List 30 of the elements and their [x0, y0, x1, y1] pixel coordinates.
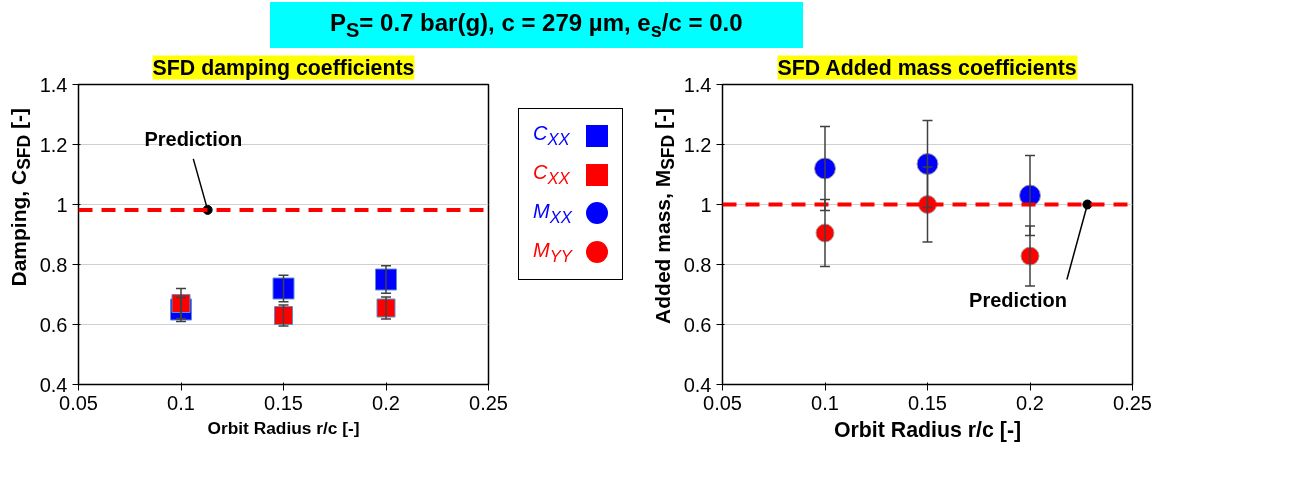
point: [375, 268, 397, 291]
text: M$_{XX}$: [533, 199, 572, 229]
x-axis-title: Orbit Radius r/c [-]: [207, 417, 360, 438]
y-tick-label: 1.2: [683, 133, 712, 156]
annotation: Prediction: [144, 128, 243, 151]
y-tick-label: 1: [700, 193, 712, 216]
x-tick-label: 0.25: [1113, 391, 1152, 414]
chart-title: P$_{S}$= 0.7 bar(g), c = 279 µm, e$_{s}$/c = 0.0: [270, 2, 803, 49]
legend-label: C$_{XX}$: [533, 160, 570, 191]
x-axis-title: Orbit Radius r/c [-]: [833, 417, 1022, 442]
text: M$_{YY}$: [533, 237, 572, 268]
x-tick-label: 0.2: [1016, 391, 1044, 414]
legend-label: C$_{XX}$: [533, 121, 570, 152]
x-tick-label: 0.15: [908, 391, 947, 414]
y-tick-label: 0.6: [683, 313, 712, 336]
x-tick-label: 0.15: [264, 391, 303, 414]
y-tick-label: 1.2: [39, 133, 68, 156]
y-tick-label: 1.4: [683, 73, 712, 96]
annotation: Prediction: [969, 288, 1067, 311]
chart-subtitle: SFD Added mass coefficients: [777, 55, 1077, 80]
y-tick-label: 1.4: [39, 73, 68, 96]
x-tick-label: 0.1: [811, 391, 839, 414]
x-tick-label: 0.1: [167, 391, 195, 414]
x-tick-label: 0.2: [372, 391, 400, 414]
y-tick-label: 1: [56, 193, 68, 216]
x-tick-label: 0.25: [469, 391, 508, 414]
y-tick-label: 0.8: [39, 253, 68, 276]
y-tick-label: 0.8: [683, 253, 712, 276]
y-tick-label: 0.6: [39, 313, 68, 336]
chart-subtitle: SFD damping coefficients: [152, 55, 415, 80]
